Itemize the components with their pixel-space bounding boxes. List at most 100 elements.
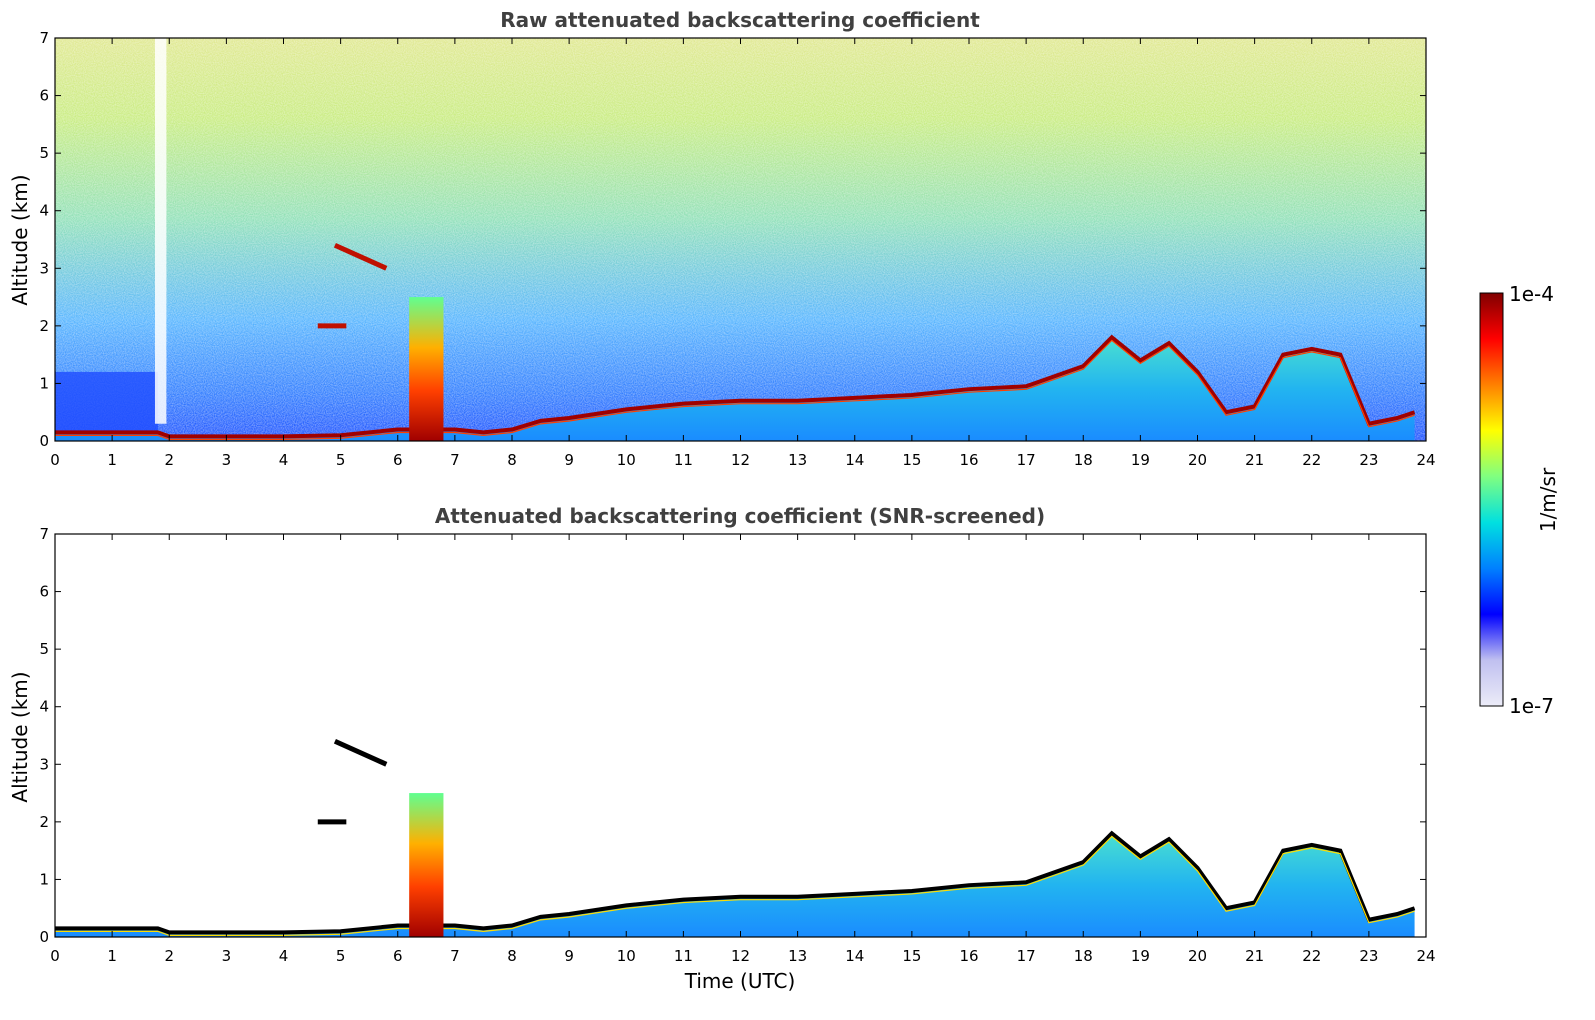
- screened-layer-top-line: [55, 830, 1416, 935]
- raw-x-tick-label: 17: [1017, 451, 1036, 469]
- raw-x-tick-label: 4: [279, 451, 289, 469]
- raw-x-tick-label: 8: [507, 451, 517, 469]
- screened-heatmap-background: [55, 534, 1426, 937]
- raw-x-tick-label: 15: [902, 451, 921, 469]
- screened-x-tick-label: 24: [1416, 947, 1435, 965]
- raw-x-tick-label: 22: [1302, 451, 1321, 469]
- screened-x-tick-label: 3: [222, 947, 232, 965]
- screened-x-tick-label: 16: [959, 947, 978, 965]
- raw-y-axis-label: Altitude (km): [8, 174, 32, 305]
- raw-y-tick-label: 0: [39, 432, 49, 450]
- screened-x-tick-label: 19: [1131, 947, 1150, 965]
- screened-x-tick-label: 2: [164, 947, 174, 965]
- screened-panel-title: Attenuated backscattering coefficient (S…: [435, 504, 1045, 528]
- raw-x-tick-label: 21: [1245, 451, 1264, 469]
- screened-x-tick-label: 14: [845, 947, 864, 965]
- raw-panel-title: Raw attenuated backscattering coefficien…: [500, 8, 980, 32]
- raw-y-tick-label: 5: [39, 144, 49, 162]
- screened-x-tick-label: 5: [336, 947, 346, 965]
- raw-layer-top-line: [55, 334, 1416, 439]
- screened-x-tick-label: 11: [674, 947, 693, 965]
- raw-x-tick-label: 18: [1074, 451, 1093, 469]
- raw-noise-speckle: [55, 38, 1426, 441]
- screened-heatmap-area: [55, 534, 1426, 937]
- screened-x-tick-label: 1: [107, 947, 117, 965]
- screened-y-tick-label: 4: [39, 698, 49, 716]
- screened-y-tick-label: 6: [39, 583, 49, 601]
- raw-x-tick-label: 7: [450, 451, 460, 469]
- raw-y-tick-label: 7: [39, 29, 49, 47]
- screened-y-axis-label: Altitude (km): [8, 671, 32, 802]
- raw-x-tick-label: 16: [959, 451, 978, 469]
- raw-x-tick-label: 0: [50, 451, 60, 469]
- screened-y-tick-label: 3: [39, 755, 49, 773]
- screened-y-tick-label: 1: [39, 870, 49, 888]
- screened-x-tick-label: 21: [1245, 947, 1264, 965]
- x-axis-label: Time (UTC): [684, 969, 796, 993]
- raw-clear-column: [154, 38, 167, 424]
- raw-x-tick-label: 12: [731, 451, 750, 469]
- raw-precipitation-column: [409, 297, 444, 441]
- raw-x-axis: 0 1 2 3 4 5 6 7 8 9 10 11 12 13 14 15 16 17 18 19 20 21 22 23 24: [50, 38, 1436, 469]
- raw-x-tick-label: 1: [107, 451, 117, 469]
- raw-y-tick-label: 1: [39, 374, 49, 392]
- raw-elevated-layer: [333, 242, 388, 271]
- screened-x-tick-label: 8: [507, 947, 517, 965]
- screened-x-tick-label: 13: [788, 947, 807, 965]
- raw-x-tick-label: 5: [336, 451, 346, 469]
- screened-x-axis: 0 1 2 3 4 5 6 7 8 9 10 11 12 13 14 15 16 17 18 19 20 21 22 23 24: [50, 534, 1436, 965]
- raw-x-tick-label: 19: [1131, 451, 1150, 469]
- screened-x-tick-label: 23: [1359, 947, 1378, 965]
- raw-x-tick-label: 9: [564, 451, 574, 469]
- raw-x-tick-label: 23: [1359, 451, 1378, 469]
- raw-heatmap-area: [55, 38, 1426, 441]
- screened-x-tick-label: 18: [1074, 947, 1093, 965]
- screened-x-tick-label: 7: [450, 947, 460, 965]
- raw-x-tick-label: 14: [845, 451, 864, 469]
- screened-x-tick-label: 20: [1188, 947, 1207, 965]
- screened-elevated-layer: [333, 738, 388, 767]
- screened-x-tick-label: 0: [50, 947, 60, 965]
- raw-y-tick-label: 6: [39, 87, 49, 105]
- screened-precipitation-column: [409, 793, 444, 937]
- screened-backscatter-panel: Attenuated backscattering coefficient (S…: [8, 504, 1436, 993]
- screened-x-tick-label: 17: [1017, 947, 1036, 965]
- raw-x-tick-label: 3: [222, 451, 232, 469]
- raw-boundary-layer: [55, 337, 1415, 441]
- screened-x-tick-label: 15: [902, 947, 921, 965]
- raw-x-tick-label: 10: [617, 451, 636, 469]
- raw-y-axis: 0 1 2 3 4 5 6 7: [39, 29, 1426, 450]
- raw-x-tick-label: 6: [393, 451, 403, 469]
- raw-y-tick-label: 4: [39, 202, 49, 220]
- screened-y-tick-label: 7: [39, 525, 49, 543]
- screened-y-tick-label: 0: [39, 928, 49, 946]
- screened-layer-top-edge: [55, 835, 1415, 936]
- screened-boundary-layer: [55, 833, 1415, 937]
- colorbar-scale: [1479, 292, 1504, 707]
- screened-x-tick-label: 10: [617, 947, 636, 965]
- raw-x-tick-label: 11: [674, 451, 693, 469]
- colorbar: 1e-4 1e-7 1/m/sr: [1479, 282, 1560, 718]
- screened-y-axis: 0 1 2 3 4 5 6 7: [39, 525, 1426, 946]
- screened-x-tick-label: 12: [731, 947, 750, 965]
- raw-y-tick-label: 2: [39, 317, 49, 335]
- raw-x-tick-label: 13: [788, 451, 807, 469]
- raw-x-tick-label: 2: [164, 451, 174, 469]
- raw-x-tick-label: 24: [1416, 451, 1435, 469]
- colorbar-unit-label: 1/m/sr: [1536, 467, 1560, 532]
- raw-y-tick-label: 3: [39, 259, 49, 277]
- raw-heatmap-marks: [55, 38, 1416, 441]
- colorbar-min-label: 1e-7: [1509, 694, 1554, 718]
- raw-layer-top-edge: [55, 339, 1415, 440]
- raw-backscatter-panel: Raw attenuated backscattering coefficien…: [8, 8, 1436, 469]
- raw-x-tick-label: 20: [1188, 451, 1207, 469]
- screened-x-tick-label: 22: [1302, 947, 1321, 965]
- screened-heatmap-marks: [55, 738, 1416, 937]
- raw-aerosol-band: [55, 371, 158, 441]
- screened-x-tick-label: 6: [393, 947, 403, 965]
- screened-y-tick-label: 2: [39, 813, 49, 831]
- colorbar-max-label: 1e-4: [1509, 282, 1554, 306]
- screened-x-tick-label: 4: [279, 947, 289, 965]
- screened-y-tick-label: 5: [39, 640, 49, 658]
